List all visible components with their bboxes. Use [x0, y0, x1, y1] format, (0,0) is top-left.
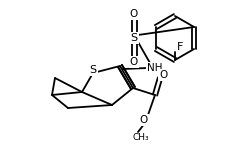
Text: NH: NH	[147, 63, 163, 73]
Text: CH₃: CH₃	[133, 132, 149, 141]
Text: O: O	[130, 57, 138, 67]
Text: F: F	[177, 42, 183, 52]
Text: O: O	[140, 115, 148, 125]
Text: O: O	[130, 9, 138, 19]
Text: O: O	[159, 70, 167, 80]
Text: S: S	[89, 65, 97, 75]
Text: S: S	[130, 33, 138, 43]
